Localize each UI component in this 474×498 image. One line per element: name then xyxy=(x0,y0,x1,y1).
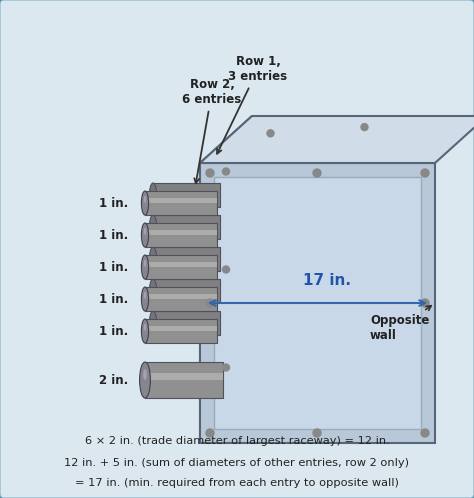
Bar xyxy=(145,262,217,267)
Ellipse shape xyxy=(149,183,156,207)
Polygon shape xyxy=(200,163,435,443)
Ellipse shape xyxy=(141,223,149,247)
Text: 1 in.: 1 in. xyxy=(99,197,128,210)
Circle shape xyxy=(206,429,214,437)
Bar xyxy=(153,247,220,271)
Ellipse shape xyxy=(140,362,150,398)
Polygon shape xyxy=(214,177,421,429)
Bar xyxy=(153,279,220,303)
Text: Row 2,
6 entries: Row 2, 6 entries xyxy=(182,78,242,183)
Ellipse shape xyxy=(141,255,149,279)
Bar xyxy=(145,326,217,331)
Bar xyxy=(145,294,217,299)
Circle shape xyxy=(421,429,429,437)
Ellipse shape xyxy=(144,260,146,267)
Circle shape xyxy=(361,124,368,130)
Circle shape xyxy=(313,169,321,177)
Circle shape xyxy=(421,169,429,177)
Text: 1 in.: 1 in. xyxy=(99,292,128,305)
Text: = 17 in. (min. required from each entry to opposite wall): = 17 in. (min. required from each entry … xyxy=(75,478,399,488)
Circle shape xyxy=(222,168,229,175)
Text: 6 × 2 in. (trade diameter of largest raceway) = 12 in.: 6 × 2 in. (trade diameter of largest rac… xyxy=(85,436,389,446)
Bar xyxy=(153,215,220,239)
Ellipse shape xyxy=(144,196,146,203)
Polygon shape xyxy=(200,116,474,163)
Ellipse shape xyxy=(144,228,146,235)
Ellipse shape xyxy=(141,191,149,215)
Bar xyxy=(145,319,217,343)
Ellipse shape xyxy=(149,279,156,303)
Bar xyxy=(153,311,220,335)
Text: 1 in.: 1 in. xyxy=(99,325,128,338)
Ellipse shape xyxy=(144,292,146,299)
Bar xyxy=(145,373,223,380)
Text: 12 in. + 5 in. (sum of diameters of other entries, row 2 only): 12 in. + 5 in. (sum of diameters of othe… xyxy=(64,458,410,468)
Circle shape xyxy=(222,364,229,371)
Ellipse shape xyxy=(149,247,156,271)
Ellipse shape xyxy=(143,369,147,380)
Bar xyxy=(145,287,217,311)
Bar xyxy=(145,223,217,247)
Text: 1 in.: 1 in. xyxy=(99,260,128,273)
Circle shape xyxy=(313,429,321,437)
Ellipse shape xyxy=(141,287,149,311)
Text: 1 in.: 1 in. xyxy=(99,229,128,242)
Ellipse shape xyxy=(141,319,149,343)
Circle shape xyxy=(421,299,429,307)
Bar xyxy=(145,198,217,203)
Text: 17 in.: 17 in. xyxy=(303,273,351,288)
Polygon shape xyxy=(200,116,252,443)
Text: Opposite
wall: Opposite wall xyxy=(370,306,431,342)
Ellipse shape xyxy=(149,311,156,335)
Bar xyxy=(145,362,223,398)
Circle shape xyxy=(206,299,214,307)
Circle shape xyxy=(222,266,229,273)
Bar xyxy=(153,183,220,207)
Bar xyxy=(145,191,217,215)
Circle shape xyxy=(267,130,274,137)
Text: Row 1,
3 entries: Row 1, 3 entries xyxy=(217,55,288,154)
Bar xyxy=(145,230,217,235)
Text: 2 in.: 2 in. xyxy=(99,374,128,386)
Circle shape xyxy=(206,169,214,177)
Bar xyxy=(145,255,217,279)
Ellipse shape xyxy=(144,324,146,331)
Ellipse shape xyxy=(149,215,156,239)
